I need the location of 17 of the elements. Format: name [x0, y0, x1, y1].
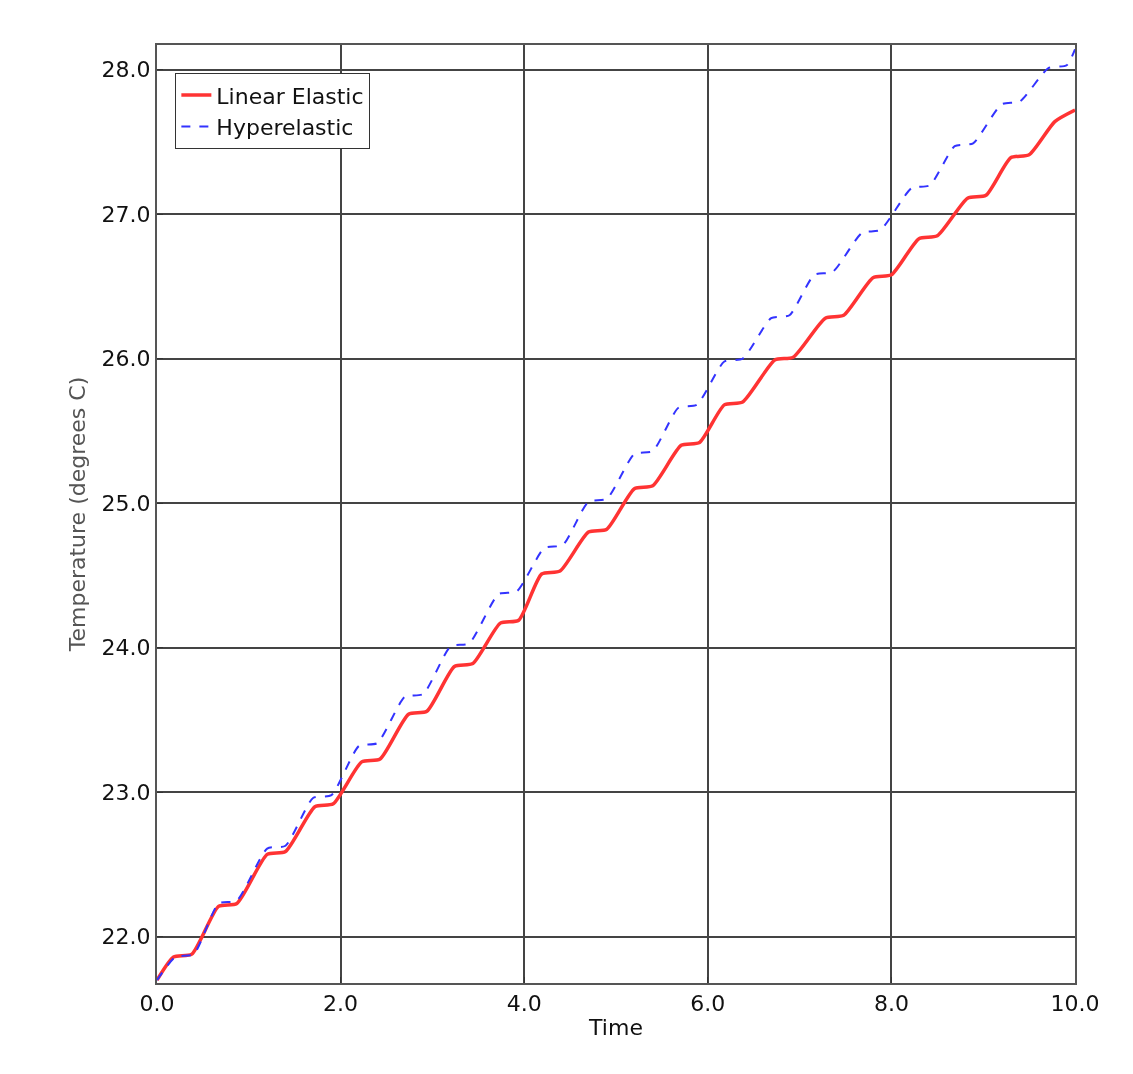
x-tick-label: 6.0 [690, 991, 726, 1017]
y-tick-label: 25.0 [101, 490, 151, 516]
y-tick-label: 28.0 [101, 57, 151, 83]
y-tick-label: 22.0 [101, 924, 151, 950]
legend-label: Linear Elastic [216, 83, 364, 109]
y-axis-title: Temperature (degrees C) [64, 376, 90, 653]
y-tick-label: 23.0 [101, 779, 151, 805]
y-tick-label: 26.0 [101, 346, 151, 372]
y-tick-label: 24.0 [101, 635, 151, 661]
legend-label: Hyperelastic [216, 115, 354, 141]
x-tick-label: 4.0 [506, 991, 542, 1017]
x-tick-label: 8.0 [873, 991, 909, 1017]
y-tick-label: 27.0 [101, 201, 151, 227]
x-tick-label: 2.0 [323, 991, 359, 1017]
x-tick-label: 10.0 [1050, 991, 1100, 1017]
x-axis-title: Time [588, 1014, 643, 1040]
x-tick-label: 0.0 [139, 991, 175, 1017]
